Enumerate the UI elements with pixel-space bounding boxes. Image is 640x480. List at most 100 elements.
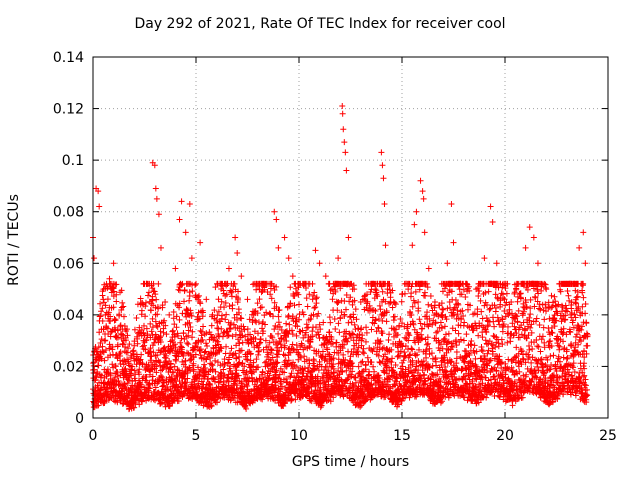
data-marker	[142, 346, 149, 353]
data-marker	[236, 340, 243, 347]
data-marker	[185, 332, 192, 339]
data-marker	[175, 353, 182, 360]
data-marker	[233, 355, 240, 362]
data-marker	[154, 323, 161, 330]
data-marker	[410, 321, 417, 328]
data-marker	[268, 295, 275, 302]
data-marker	[149, 332, 156, 339]
data-marker	[287, 373, 294, 380]
data-marker	[170, 309, 177, 316]
data-marker	[214, 325, 221, 332]
data-marker	[124, 380, 131, 387]
data-marker	[136, 371, 143, 378]
data-marker	[96, 329, 103, 336]
data-marker	[157, 372, 164, 379]
y-tick-label: 0.02	[53, 359, 84, 375]
data-marker	[186, 292, 193, 299]
data-marker	[119, 331, 126, 338]
data-marker	[155, 305, 162, 312]
data-marker	[398, 298, 405, 305]
data-marker	[153, 369, 160, 376]
data-marker	[475, 332, 482, 339]
data-marker	[408, 345, 415, 352]
data-marker	[181, 298, 188, 305]
data-marker	[93, 372, 100, 379]
data-marker	[219, 333, 226, 340]
data-marker	[310, 356, 317, 363]
data-marker	[217, 395, 224, 402]
data-marker	[178, 335, 185, 342]
data-marker	[483, 314, 490, 321]
data-marker	[189, 288, 196, 295]
data-marker	[115, 377, 122, 384]
data-marker	[112, 333, 119, 340]
data-marker	[111, 316, 118, 323]
data-marker	[194, 343, 201, 350]
data-marker	[161, 344, 168, 351]
data-marker	[225, 332, 232, 339]
data-marker	[152, 291, 159, 298]
data-marker	[111, 376, 118, 383]
data-marker	[171, 333, 178, 340]
data-marker	[98, 336, 105, 343]
data-marker	[192, 351, 199, 358]
data-marker	[167, 361, 174, 368]
data-marker	[385, 337, 392, 344]
data-marker	[208, 322, 215, 329]
data-marker	[159, 374, 166, 381]
data-marker	[433, 329, 440, 336]
data-marker	[121, 357, 128, 364]
data-marker	[235, 309, 242, 316]
data-marker	[257, 335, 264, 342]
data-marker	[124, 332, 131, 339]
data-marker	[211, 307, 218, 314]
data-marker	[118, 287, 125, 294]
data-marker	[128, 367, 135, 374]
data-marker	[186, 319, 193, 326]
data-marker	[151, 288, 158, 295]
data-marker	[390, 317, 397, 324]
data-marker	[121, 348, 128, 355]
data-marker	[375, 324, 382, 331]
data-marker	[254, 310, 261, 317]
data-marker	[218, 345, 225, 352]
data-marker	[157, 399, 164, 406]
data-marker	[224, 328, 231, 335]
data-marker	[460, 322, 467, 329]
data-marker	[159, 304, 166, 311]
data-marker	[153, 322, 160, 329]
data-marker	[117, 322, 124, 329]
data-marker	[149, 373, 156, 380]
data-marker	[102, 337, 109, 344]
data-marker	[214, 338, 221, 345]
data-marker	[547, 353, 554, 360]
data-marker	[453, 349, 460, 356]
data-marker	[427, 293, 434, 300]
data-marker	[228, 345, 235, 352]
data-marker	[229, 352, 236, 359]
data-marker	[113, 298, 120, 305]
data-marker	[148, 307, 155, 314]
data-marker	[148, 328, 155, 335]
x-tick-label: 20	[496, 428, 514, 444]
data-marker	[213, 316, 220, 323]
data-marker	[113, 291, 120, 298]
data-marker	[312, 304, 319, 311]
data-marker	[275, 330, 282, 337]
data-marker	[234, 295, 241, 302]
data-marker	[509, 402, 516, 409]
data-marker	[153, 363, 160, 370]
data-marker	[92, 374, 99, 381]
data-marker	[217, 344, 224, 351]
data-marker	[94, 348, 101, 355]
data-marker	[223, 311, 230, 318]
data-marker	[485, 288, 492, 295]
data-marker	[352, 306, 359, 313]
data-marker	[379, 288, 386, 295]
data-marker	[123, 368, 130, 375]
data-marker	[445, 330, 452, 337]
data-marker	[152, 384, 159, 391]
data-marker	[534, 343, 541, 350]
data-marker	[112, 363, 119, 370]
data-marker	[229, 333, 236, 340]
